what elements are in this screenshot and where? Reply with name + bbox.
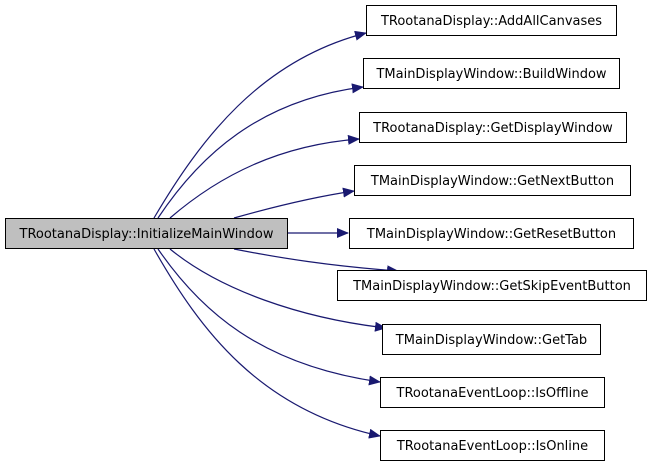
target-node-label: TMainDisplayWindow::GetNextButton	[370, 174, 614, 189]
edge-get-display-window	[169, 134, 360, 219]
target-node-label: TRootanaEventLoop::IsOffline	[396, 386, 589, 401]
target-node-box	[363, 58, 620, 89]
edge-add-all-canvases	[153, 30, 367, 219]
target-node-box	[366, 5, 617, 36]
target-node-label: TRootanaDisplay::AddAllCanvases	[380, 14, 602, 29]
source-node-box	[5, 218, 288, 249]
target-node-box	[354, 165, 631, 196]
target-node-label: TMainDisplayWindow::GetResetButton	[366, 227, 616, 242]
target-node-label: TRootanaEventLoop::IsOnline	[396, 439, 588, 454]
target-node-label: TRootanaDisplay::GetDisplayWindow	[372, 121, 613, 136]
edge-is-online	[153, 248, 381, 439]
call-edges	[153, 30, 399, 439]
target-node-box	[382, 324, 601, 355]
target-node-box	[380, 377, 605, 408]
source-node[interactable]: TRootanaDisplay::InitializeMainWindow	[5, 218, 288, 249]
edge-get-next-button	[233, 187, 355, 219]
target-node-box	[380, 430, 605, 461]
target-node-get-next-button[interactable]: TMainDisplayWindow::GetNextButton	[354, 165, 631, 196]
target-node-label: TMainDisplayWindow::GetTab	[395, 333, 587, 348]
edge-get-tab	[169, 248, 387, 332]
target-node-get-skip-event-button[interactable]: TMainDisplayWindow::GetSkipEventButton	[337, 270, 647, 301]
edge-build-window	[157, 83, 364, 219]
target-node-box	[337, 270, 647, 301]
target-node-add-all-canvases[interactable]: TRootanaDisplay::AddAllCanvases	[366, 5, 617, 36]
source-node-label: TRootanaDisplay::InitializeMainWindow	[19, 227, 274, 242]
target-node-label: TMainDisplayWindow::BuildWindow	[375, 67, 606, 82]
edge-is-offline	[157, 248, 381, 386]
target-node-is-offline[interactable]: TRootanaEventLoop::IsOffline	[380, 377, 605, 408]
target-node-get-reset-button[interactable]: TMainDisplayWindow::GetResetButton	[349, 218, 634, 249]
target-node-get-tab[interactable]: TMainDisplayWindow::GetTab	[382, 324, 601, 355]
target-node-build-window[interactable]: TMainDisplayWindow::BuildWindow	[363, 58, 620, 89]
target-node-box	[359, 112, 627, 143]
target-node-get-display-window[interactable]: TRootanaDisplay::GetDisplayWindow	[359, 112, 627, 143]
edge-get-skip-event-button	[233, 248, 399, 276]
target-node-is-online[interactable]: TRootanaEventLoop::IsOnline	[380, 430, 605, 461]
target-node-box	[349, 218, 634, 249]
target-node-label: TMainDisplayWindow::GetSkipEventButton	[352, 279, 631, 294]
